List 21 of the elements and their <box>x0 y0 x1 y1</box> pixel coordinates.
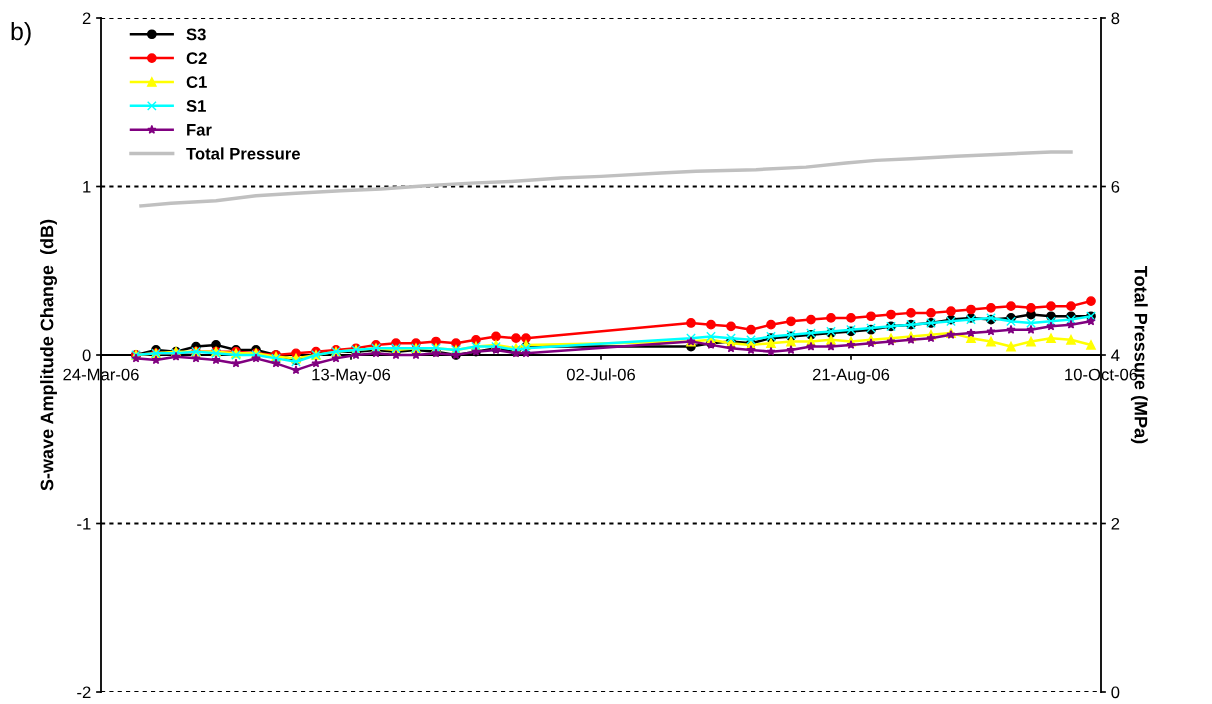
y-tick-label: 1 <box>83 181 91 193</box>
y-tick-label: 0 <box>82 349 91 362</box>
y2-tick-label: 8 <box>1111 12 1120 25</box>
legend-label: C2 <box>186 52 207 65</box>
x-tick-label: 13-May-06 <box>312 368 391 384</box>
legend-label: S1 <box>186 100 206 112</box>
y-tick-label: -1 <box>77 518 91 530</box>
y-axis-title: S-wave Amplitude Change (dB) <box>40 219 58 491</box>
x-tick-label: 21-Aug-06 <box>812 368 890 384</box>
legend-label: S3 <box>186 28 206 41</box>
y-tick-label: -2 <box>77 686 91 699</box>
y2-tick-label: 2 <box>1111 517 1120 530</box>
legend-label: Far <box>187 124 212 136</box>
legend-label: C1 <box>186 76 207 88</box>
y-tick-label: 2 <box>82 12 91 25</box>
y2-tick-label: 4 <box>1111 349 1120 362</box>
y2-tick-label: 0 <box>1111 686 1120 699</box>
x-tick-label: 02-Jul-06 <box>566 368 636 381</box>
text: b) <box>11 21 31 46</box>
legend-label: Total Pressure <box>186 147 300 160</box>
y2-tick-label: 6 <box>1111 180 1120 193</box>
